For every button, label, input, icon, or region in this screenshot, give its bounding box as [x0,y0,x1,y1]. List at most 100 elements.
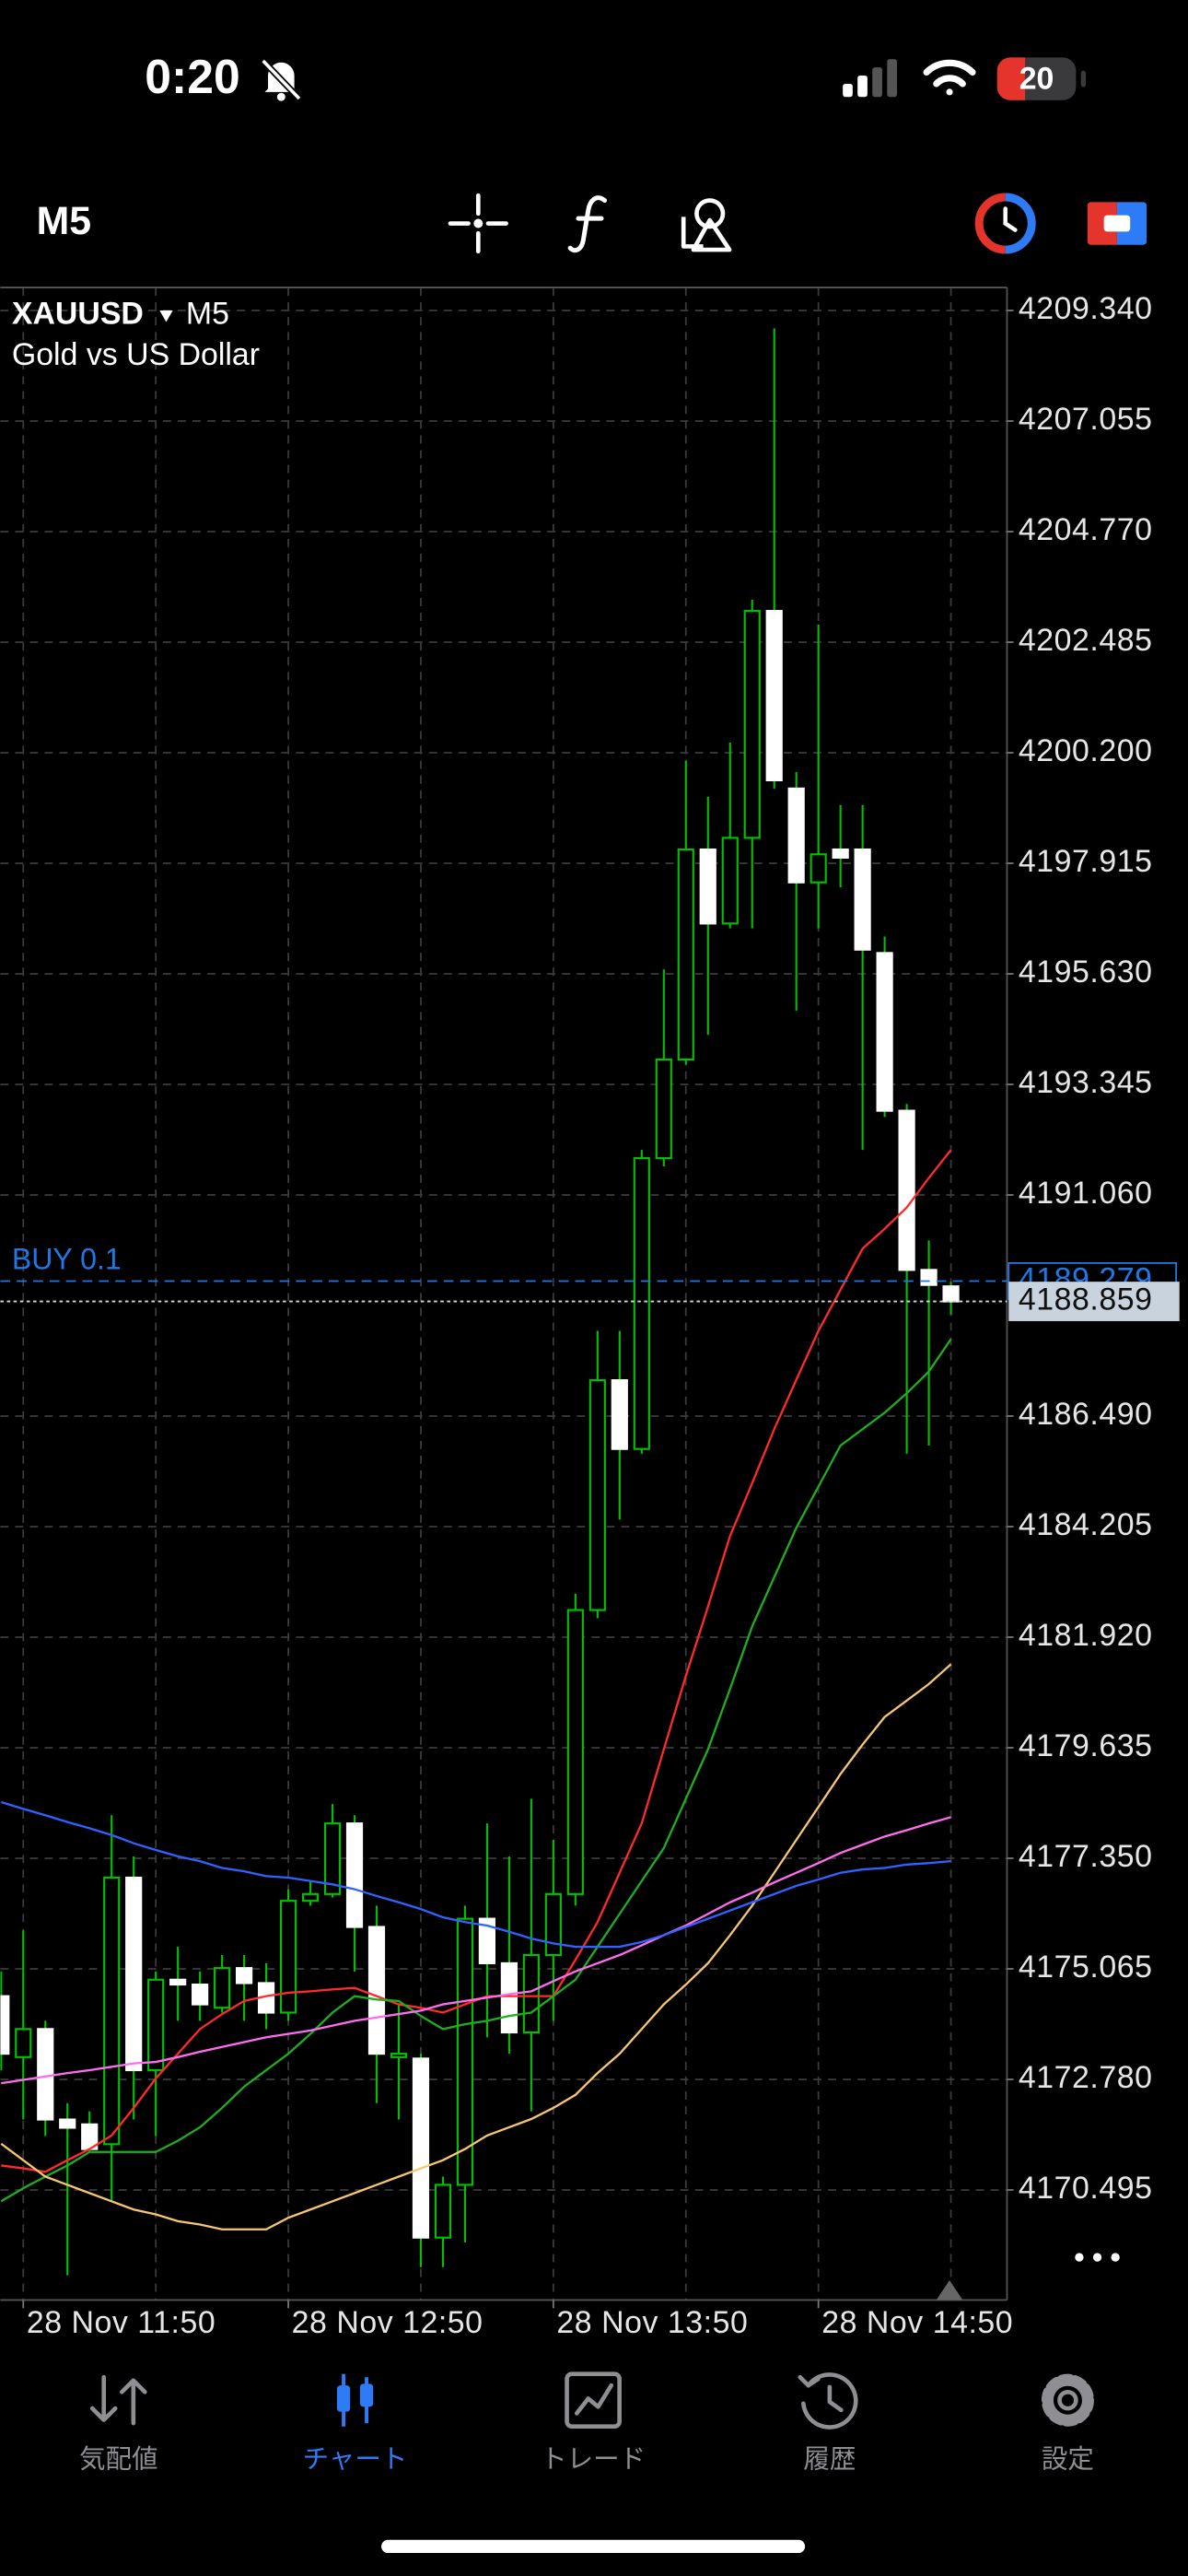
plot-area [0,328,960,2276]
toolbar: M5 [37,193,1147,254]
y-tick-label: 4204.770 [1019,512,1153,547]
candle-body [854,848,871,951]
tab[interactable]: 履歴 [798,2372,858,2475]
y-tick-label: 4207.055 [1019,402,1153,437]
tab-bar: 気配値 チャート トレード 履歴 設定 [79,2371,1094,2475]
symbol-description: Gold vs US Dollar [12,337,260,372]
y-tick-label: 4186.490 [1019,1397,1153,1432]
candle-body [743,610,761,839]
candle-body [721,837,739,925]
wifi-icon [923,59,976,96]
y-tick-label: 4179.635 [1019,1728,1153,1763]
candle-body [236,1967,253,1985]
candle-body [169,1978,187,1986]
candle-body [345,1822,364,1928]
y-tick-label: 4195.630 [1019,954,1153,989]
candle-body [103,1876,121,2146]
status-bar: 0:20 20 [145,50,1087,103]
chart-timeframe: M5 [186,296,229,331]
candle-body [390,2053,408,2058]
candle-body [15,2028,32,2058]
candle-body [147,1978,165,2072]
candle-body [37,2028,54,2121]
order-label: BUY 0.1 [12,1243,122,1276]
candle-body [279,1900,297,2014]
candle-body [434,2184,452,2239]
tab-label: 設定 [1042,2445,1094,2475]
tab-label: 履歴 [803,2445,856,2475]
indicator-line [0,1663,952,2231]
candle-body [633,1156,650,1450]
symbol-dropdown[interactable] [159,310,173,322]
y-tick-label: 4181.920 [1019,1618,1153,1653]
indicator-line [0,1338,952,2203]
tab[interactable]: チャート [303,2373,408,2475]
tab[interactable]: 気配値 [79,2374,158,2475]
candle-body [522,1953,540,2034]
signal-icon [843,59,897,98]
objects-button[interactable] [681,198,732,252]
x-tick-label: 28 Nov 14:50 [821,2305,1013,2340]
y-tick-label: 4177.350 [1019,1839,1153,1874]
y-tick-label: 4200.200 [1019,733,1153,768]
trade-button[interactable] [1087,202,1147,245]
y-tick-label: 4193.345 [1019,1065,1153,1100]
candle-body [942,1285,960,1303]
one-click-button[interactable] [974,193,1036,254]
tab[interactable]: 設定 [1041,2373,1094,2475]
chart-shift-marker[interactable] [936,2280,963,2301]
y-tick-label: 4209.340 [1019,291,1153,326]
y-tick-label: 4175.065 [1019,1950,1153,1985]
y-tick-label: 4191.060 [1019,1176,1153,1211]
y-tick-label: 4197.915 [1019,844,1153,879]
x-tick-label: 28 Nov 13:50 [556,2305,748,2340]
candle-body [456,1917,474,2186]
candle-body [765,610,783,781]
y-tick-label: 4202.485 [1019,623,1153,658]
battery-level: 20 [1019,61,1054,96]
chart: 4209.340 4207.055 4204.770 4202.485 4200.200… [0,287,1180,2340]
price-label: 4188.859 [1019,1282,1153,1317]
battery-icon: 20 [996,57,1087,100]
symbol[interactable]: XAUUSD [12,296,144,331]
candle-body [412,2057,430,2239]
clock: 0:20 [145,50,239,103]
x-tick-label: 28 Nov 12:50 [292,2305,483,2340]
timeframe-button[interactable]: M5 [37,199,91,243]
candle-body [301,1892,320,1903]
candle-body [588,1379,606,1611]
axes: 4209.340 4207.055 4204.770 4202.485 4200.200… [22,291,1153,2340]
y-tick-label: 4172.780 [1019,2060,1153,2095]
candle-body [920,1269,938,1286]
candle-body [125,1876,143,2072]
candle-body [566,1609,584,1895]
x-tick-label: 28 Nov 11:50 [27,2305,215,2340]
price-box [1008,1282,1180,1321]
indicator-line [0,1800,951,1949]
y-tick-label: 4170.495 [1019,2171,1153,2206]
candle-body [367,1926,386,2055]
candle-body [876,952,893,1112]
tab[interactable]: トレード [541,2371,646,2475]
candle-body [323,1822,342,1895]
crosshair-button[interactable] [448,193,508,254]
candle-body [898,1109,915,1271]
candle-body [59,2118,76,2129]
candle-body [809,853,827,884]
candle-body [699,848,716,925]
candle-body [677,848,694,1061]
candle-body [478,1917,496,1964]
candle-body [544,1892,562,1957]
candle-body [611,1379,628,1450]
silent-icon [261,58,302,101]
tab-label: チャート [303,2445,408,2475]
tab-label: トレード [541,2445,646,2475]
candle-body [787,787,805,884]
more-button[interactable] [1075,2253,1120,2262]
indicator-line [1,1816,951,2085]
candle-body [0,1995,10,2055]
indicators-button[interactable] [567,195,608,253]
home-indicator [381,2539,806,2554]
